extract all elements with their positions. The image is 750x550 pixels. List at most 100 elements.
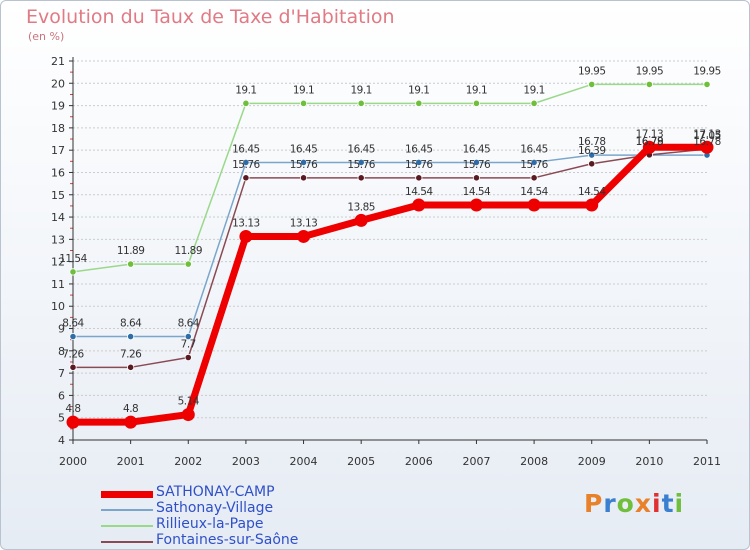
logo-letter: P — [584, 489, 604, 518]
y-tick-label: 6 — [58, 389, 65, 402]
legend-label: Fontaines-sur-Saône — [156, 532, 299, 548]
legend-label: Rillieux-la-Pape — [156, 516, 264, 532]
data-point — [588, 80, 596, 89]
data-label: 19.95 — [636, 65, 664, 77]
data-point — [415, 174, 423, 182]
data-label: 14.54 — [405, 186, 433, 198]
y-tick-label: 20 — [51, 77, 65, 90]
data-point — [354, 213, 368, 227]
data-point — [588, 151, 596, 159]
data-point — [530, 99, 538, 107]
data-label: 15.76 — [290, 159, 318, 171]
data-point — [299, 158, 308, 167]
data-point — [527, 198, 541, 212]
series-line — [73, 148, 708, 369]
data-label: 19.1 — [466, 84, 487, 96]
legend-item-rillieux-la-pape: Rillieux-la-Pape — [101, 516, 361, 534]
data-label: 15.76 — [232, 159, 260, 171]
y-tick-label: 8 — [58, 345, 65, 358]
data-label: 17.13 — [693, 128, 721, 140]
data-point — [645, 80, 653, 89]
data-point — [69, 268, 77, 276]
x-tick-label: 2000 — [59, 455, 87, 468]
data-point — [184, 353, 192, 362]
y-tick-label: 16 — [51, 166, 65, 179]
y-tick-label: 21 — [51, 55, 65, 68]
data-label: 14.54 — [463, 186, 491, 198]
data-point — [239, 229, 253, 243]
data-label: 4.8 — [123, 403, 138, 415]
data-point — [585, 198, 599, 212]
data-label: 19.1 — [408, 84, 429, 96]
x-tick-label: 2005 — [347, 455, 375, 468]
y-axis-unit-label: (en %) — [28, 30, 65, 43]
legend-item-sathonay-village: Sathonay-Village — [101, 500, 361, 518]
data-label: 19.95 — [693, 65, 721, 77]
x-tick-label: 2008 — [520, 455, 548, 468]
data-label: 19.1 — [350, 84, 371, 96]
data-point — [69, 363, 77, 371]
x-tick-label: 2003 — [232, 455, 260, 468]
series-line — [72, 83, 707, 273]
series-sathonay-village — [69, 151, 711, 341]
data-label: 15.76 — [347, 159, 375, 171]
data-label: 4.8 — [65, 403, 80, 415]
data-label: 13.13 — [290, 217, 318, 229]
logo-letter: t — [661, 489, 675, 518]
y-tick-label: 12 — [51, 256, 65, 269]
legend-item-sathonay-camp: SATHONAY-CAMP — [101, 484, 361, 502]
data-point — [472, 99, 481, 107]
data-label: 17.05 — [693, 130, 721, 142]
data-label: 16.45 — [347, 143, 375, 155]
data-label: 14.54 — [578, 186, 606, 198]
data-point — [66, 415, 80, 429]
data-point — [469, 198, 483, 212]
legend-swatch — [101, 509, 153, 511]
data-label: 16.39 — [578, 145, 606, 157]
logo-letter: i — [652, 489, 662, 518]
legend: SATHONAY-CAMP Sathonay-Village Rillieux-… — [101, 484, 361, 549]
legend-item-fontaines-sur-saone: Fontaines-sur-Saône — [101, 532, 361, 549]
series-rillieux-la-pape — [69, 80, 711, 276]
data-label: 7.7 — [181, 339, 196, 351]
x-tick-label: 2006 — [405, 455, 433, 468]
legend-label: Sathonay-Village — [156, 500, 274, 516]
data-label: 19.95 — [578, 65, 606, 77]
data-label: 11.89 — [174, 245, 202, 257]
data-label: 16.78 — [636, 136, 664, 148]
data-point — [412, 198, 426, 212]
y-tick-label: 10 — [51, 300, 65, 313]
y-tick-label: 15 — [51, 189, 65, 202]
data-point — [127, 332, 135, 341]
logo-letter: i — [674, 489, 685, 518]
data-point — [242, 99, 250, 107]
data-point — [242, 174, 250, 182]
data-label: 7.26 — [62, 348, 84, 360]
x-tick-label: 2004 — [290, 455, 318, 468]
data-label: 14.54 — [520, 186, 548, 198]
data-point — [415, 99, 423, 107]
y-tick-label: 7 — [58, 367, 65, 380]
y-tick-label: 9 — [58, 323, 65, 336]
x-tick-label: 2009 — [578, 455, 606, 468]
legend-swatch — [101, 525, 153, 527]
data-point — [297, 229, 311, 243]
data-point — [184, 260, 192, 268]
data-labels: 4.8 4.8 5.14 13.13 13.13 13.85 14.54 14.54 14.54… — [59, 65, 721, 415]
series-layer — [66, 80, 714, 429]
data-point — [472, 174, 481, 182]
legend-label: SATHONAY-CAMP — [156, 484, 275, 500]
axes: 4 5 6 7 8 9 10 11 12 13 14 15 16 17 18 19 20 21 2000 2001 20… — [51, 55, 721, 468]
data-label: 8.64 — [62, 318, 84, 330]
data-label: 16.45 — [290, 143, 318, 155]
data-label: 16.45 — [405, 143, 433, 155]
chart-title: Evolution du Taux de Taxe d'Habitation — [26, 6, 395, 28]
x-tick-label: 2001 — [117, 455, 145, 468]
data-point — [530, 174, 538, 182]
data-point — [181, 408, 195, 422]
x-tick-label: 2002 — [174, 455, 202, 468]
data-label: 11.54 — [59, 253, 87, 265]
data-point — [415, 158, 423, 167]
data-label: 5.14 — [178, 396, 200, 408]
data-point — [700, 140, 714, 154]
